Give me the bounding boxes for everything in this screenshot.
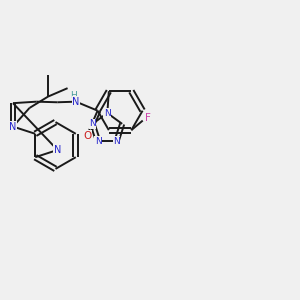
Text: N: N <box>89 119 96 128</box>
Text: N: N <box>113 137 120 146</box>
Text: H: H <box>70 91 77 100</box>
Text: N: N <box>72 97 80 107</box>
Text: N: N <box>54 145 61 155</box>
Text: F: F <box>145 113 151 123</box>
Text: N: N <box>9 122 17 132</box>
Text: O: O <box>84 130 92 141</box>
Text: N: N <box>95 137 101 146</box>
Text: N: N <box>104 109 111 118</box>
